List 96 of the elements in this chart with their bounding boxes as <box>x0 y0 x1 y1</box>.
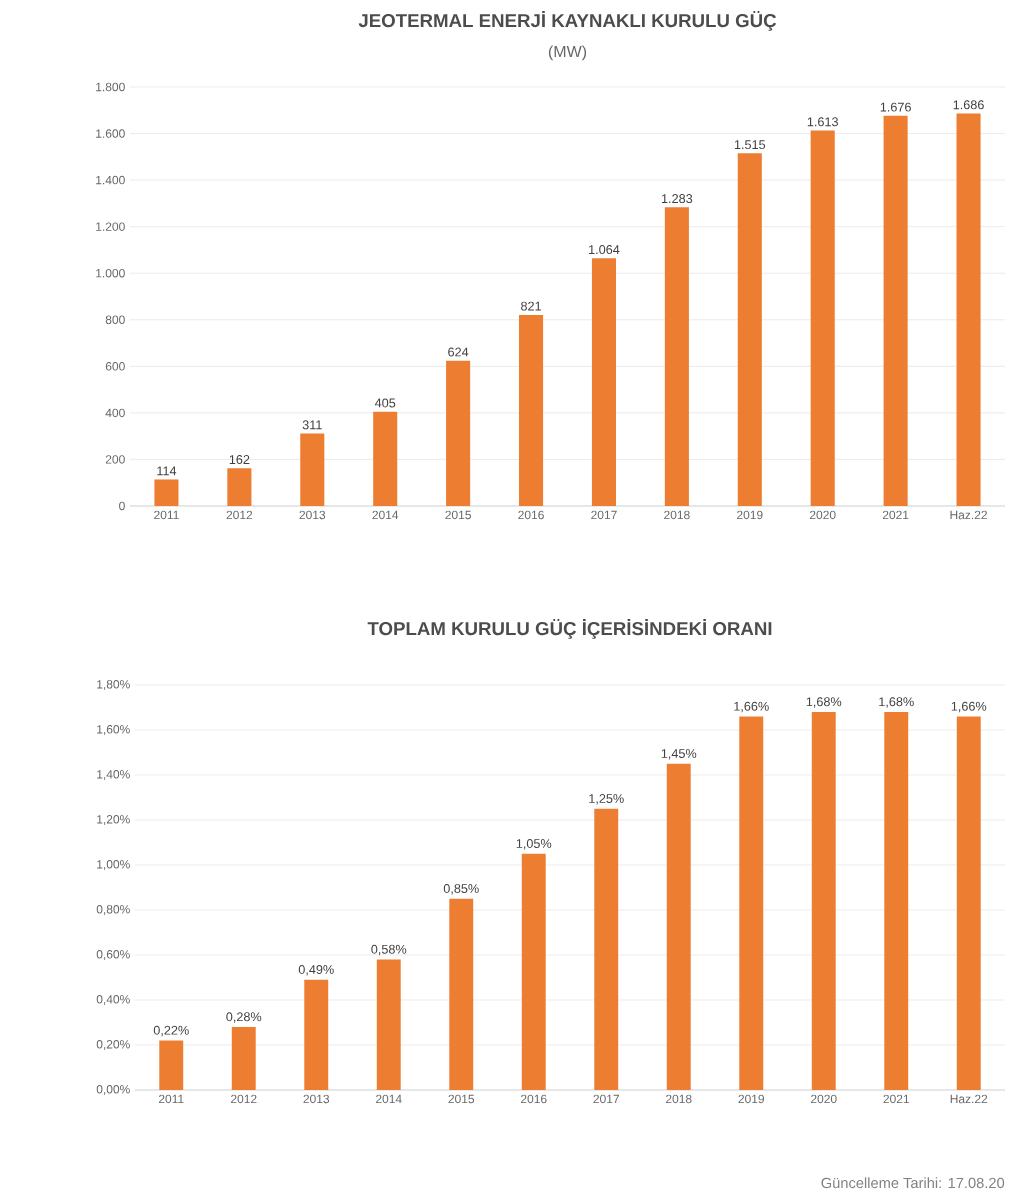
x-tick-label: 2020 <box>811 1094 837 1104</box>
x-tick-label: 2013 <box>303 1094 330 1104</box>
x-tick-label: 2015 <box>445 510 471 520</box>
x-tick-label: 2021 <box>882 510 909 520</box>
y-tick-label: 200 <box>105 455 125 464</box>
y-tick-label: 1.400 <box>96 175 125 185</box>
bar <box>956 113 981 506</box>
data-label: 1.515 <box>734 140 766 150</box>
data-label: 311 <box>302 420 322 430</box>
x-tick-label: 2015 <box>448 1094 475 1104</box>
bar <box>737 153 762 506</box>
y-tick-label: 1.600 <box>96 129 125 138</box>
bar <box>811 711 836 1090</box>
data-label: 1.283 <box>661 194 693 204</box>
y-tick-label: 400 <box>105 408 125 418</box>
bar <box>739 716 764 1090</box>
y-tick-label: 1,80% <box>97 680 130 690</box>
y-tick-label: 0 <box>119 501 125 511</box>
x-tick-label: 2018 <box>664 510 690 520</box>
x-tick-label: 2012 <box>226 510 253 520</box>
y-tick-label: 600 <box>105 362 125 371</box>
x-tick-label: 2019 <box>738 1094 765 1104</box>
bar <box>304 979 329 1090</box>
bar <box>810 130 835 506</box>
x-tick-label: 2017 <box>591 510 617 520</box>
y-tick-label: 0,80% <box>96 905 130 915</box>
data-label: 114 <box>157 466 177 476</box>
y-tick-label: 1.200 <box>96 222 125 231</box>
y-tick-label: 0,40% <box>96 995 130 1005</box>
data-label: 1,66% <box>951 701 987 713</box>
data-label: 1.613 <box>807 117 838 127</box>
x-tick-label: 2013 <box>299 510 326 520</box>
bar <box>300 433 325 506</box>
x-tick-label: Haz.22 <box>950 1094 988 1104</box>
y-tick-label: 0,00% <box>96 1085 130 1095</box>
x-tick-label: Haz.22 <box>950 510 987 520</box>
bar <box>373 411 398 506</box>
bar <box>231 1026 256 1090</box>
data-label: 1.064 <box>589 245 620 255</box>
data-label: 162 <box>229 455 250 465</box>
x-tick-label: 2014 <box>372 510 399 520</box>
y-tick-label: 1.800 <box>96 82 125 92</box>
bar <box>154 479 179 506</box>
data-label: 0,49% <box>298 965 334 976</box>
data-label: 0,58% <box>371 944 407 956</box>
data-label: 1,68% <box>879 697 914 708</box>
data-label: 1.676 <box>880 102 911 112</box>
bar <box>956 716 981 1090</box>
y-tick-label: 1,60% <box>97 725 130 735</box>
x-tick-label: 2016 <box>518 510 544 520</box>
y-tick-label: 0,20% <box>96 1040 130 1050</box>
bar <box>159 1040 184 1090</box>
chart-title: JEOTERMAL ENERJİ KAYNAKLI KURULU GÜÇ <box>358 11 777 31</box>
data-label: 1,05% <box>516 839 552 850</box>
bar <box>883 115 908 506</box>
y-tick-label: 1.000 <box>96 268 125 278</box>
y-tick-label: 0,60% <box>96 950 130 960</box>
data-label: 0,85% <box>443 884 479 895</box>
bar <box>884 711 909 1090</box>
x-tick-label: 2021 <box>883 1094 909 1104</box>
data-label: 1,68% <box>806 697 842 708</box>
text: Güncelleme Tarihi: 17.08.20 <box>821 1177 1005 1189</box>
bar <box>446 360 471 506</box>
bar <box>594 808 619 1090</box>
x-tick-label: 2011 <box>154 510 179 520</box>
data-label: 821 <box>521 301 541 311</box>
bar <box>664 207 689 506</box>
y-tick-label: 1,00% <box>97 860 130 870</box>
data-label: 1.686 <box>953 100 984 110</box>
data-label: 405 <box>374 398 396 408</box>
data-label: 0,22% <box>153 1025 189 1037</box>
chart-subtitle: (MW) <box>548 45 587 61</box>
y-tick-label: 800 <box>105 315 125 325</box>
y-tick-label: 1,20% <box>97 815 130 825</box>
bar <box>666 763 691 1090</box>
bar <box>227 468 252 506</box>
chart-title: TOPLAM KURULU GÜÇ İÇERİSİNDEKİ ORANI <box>367 619 772 639</box>
x-tick-label: 2019 <box>737 510 763 520</box>
x-tick-label: 2014 <box>376 1094 402 1104</box>
data-label: 0,28% <box>226 1012 262 1023</box>
bar <box>376 959 401 1090</box>
data-label: 624 <box>448 347 469 357</box>
data-label: 1,45% <box>661 749 697 760</box>
data-label: 1,66% <box>734 701 769 713</box>
x-tick-label: 2018 <box>666 1094 692 1104</box>
bar <box>519 314 544 506</box>
bar <box>591 258 616 506</box>
x-tick-label: 2020 <box>809 510 836 520</box>
x-tick-label: 2017 <box>593 1094 619 1104</box>
data-label: 1,25% <box>589 794 624 805</box>
x-tick-label: 2011 <box>158 1094 184 1104</box>
x-tick-label: 2012 <box>231 1094 257 1104</box>
bar <box>449 898 474 1090</box>
bar <box>521 853 546 1090</box>
y-tick-label: 1,40% <box>97 770 130 780</box>
x-tick-label: 2016 <box>521 1094 547 1104</box>
